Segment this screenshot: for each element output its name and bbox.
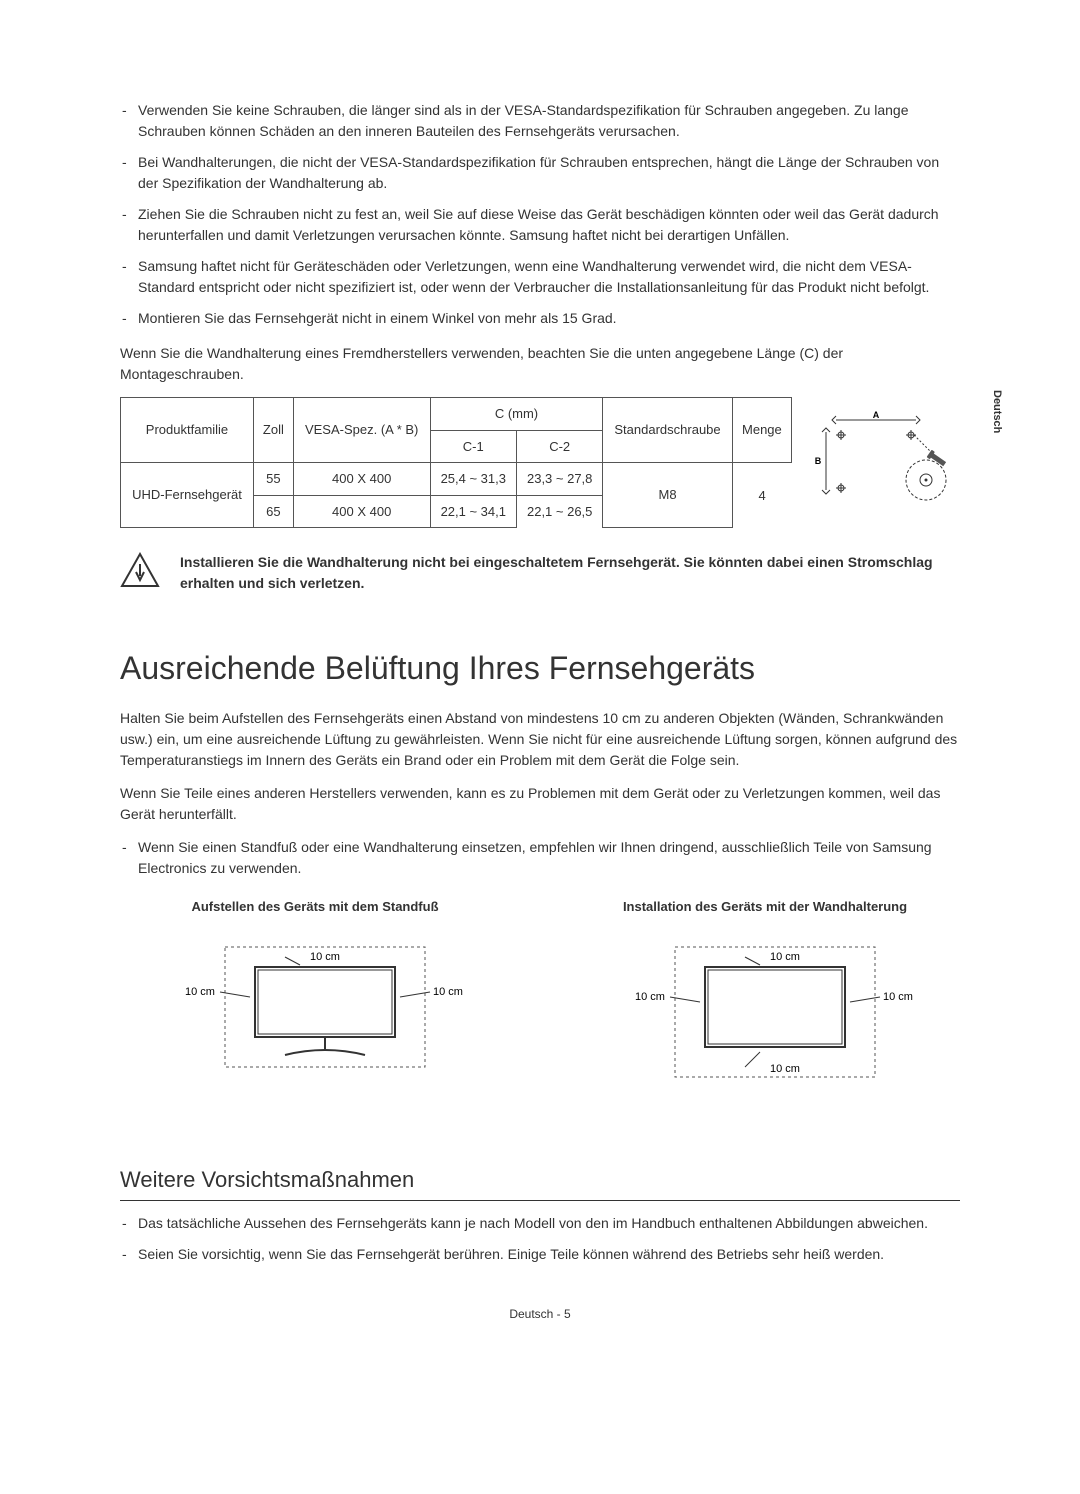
placement-wall: Installation des Geräts mit der Wandhalt…	[570, 897, 960, 1093]
td-screw: M8	[603, 463, 732, 528]
page-footer: Deutsch - 5	[120, 1305, 960, 1323]
svg-text:10 cm: 10 cm	[635, 991, 665, 1003]
placement-diagrams: Aufstellen des Geräts mit dem Standfuß 1…	[120, 897, 960, 1093]
language-side-tab: Deutsch	[989, 390, 1006, 433]
intro-paragraph: Wenn Sie die Wandhalterung eines Fremdhe…	[120, 343, 960, 385]
svg-text:A: A	[873, 410, 880, 420]
list-item: Verwenden Sie keine Schrauben, die länge…	[120, 100, 960, 142]
ventilation-list: Wenn Sie einen Standfuß oder eine Wandha…	[120, 837, 960, 879]
td-c1: 22,1 ~ 34,1	[430, 495, 516, 528]
stand-diagram-icon: 10 cm 10 cm 10 cm	[165, 927, 465, 1077]
td-product: UHD-Fernsehgerät	[121, 463, 254, 528]
svg-text:10 cm: 10 cm	[883, 991, 913, 1003]
th-c: C (mm)	[430, 398, 603, 431]
svg-text:10 cm: 10 cm	[770, 951, 800, 963]
svg-text:10 cm: 10 cm	[770, 1063, 800, 1075]
list-item: Montieren Sie das Fernsehgerät nicht in …	[120, 308, 960, 329]
warning-block: Installieren Sie die Wandhalterung nicht…	[120, 552, 960, 594]
warning-icon	[120, 552, 160, 594]
svg-text:10 cm: 10 cm	[185, 986, 215, 998]
th-c2: C-2	[516, 430, 602, 463]
vesa-diagram-icon: A B	[806, 410, 956, 510]
th-qty: Menge	[732, 398, 792, 463]
placement-stand-title: Aufstellen des Geräts mit dem Standfuß	[120, 897, 510, 917]
ventilation-paragraph-1: Halten Sie beim Aufstellen des Fernsehge…	[120, 708, 960, 771]
warning-text: Installieren Sie die Wandhalterung nicht…	[180, 552, 960, 594]
td-c1: 25,4 ~ 31,3	[430, 463, 516, 496]
section-title-ventilation: Ausreichende Belüftung Ihres Fernsehgerä…	[120, 644, 960, 692]
placement-stand: Aufstellen des Geräts mit dem Standfuß 1…	[120, 897, 510, 1093]
td-size: 65	[253, 495, 293, 528]
list-item: Wenn Sie einen Standfuß oder eine Wandha…	[120, 837, 960, 879]
precautions-list: Das tatsächliche Aussehen des Fernsehger…	[120, 1213, 960, 1265]
td-qty: 4	[732, 463, 792, 528]
th-product: Produktfamilie	[121, 398, 254, 463]
svg-text:B: B	[815, 456, 822, 466]
td-vesa: 400 X 400	[293, 495, 430, 528]
th-vesa: VESA-Spez. (A * B)	[293, 398, 430, 463]
td-c2: 23,3 ~ 27,8	[516, 463, 602, 496]
th-screw: Standardschraube	[603, 398, 732, 463]
wall-diagram-icon: 10 cm 10 cm 10 cm 10 cm	[615, 927, 915, 1087]
svg-text:10 cm: 10 cm	[433, 986, 463, 998]
list-item: Samsung haftet nicht für Geräteschäden o…	[120, 256, 960, 298]
td-vesa: 400 X 400	[293, 463, 430, 496]
vesa-spec-table: Produktfamilie Zoll VESA-Spez. (A * B) C…	[120, 397, 960, 528]
list-item: Ziehen Sie die Schrauben nicht zu fest a…	[120, 204, 960, 246]
svg-text:10 cm: 10 cm	[310, 951, 340, 963]
list-item: Bei Wandhalterungen, die nicht der VESA-…	[120, 152, 960, 194]
list-item: Seien Sie vorsichtig, wenn Sie das Ferns…	[120, 1244, 960, 1265]
top-warning-list: Verwenden Sie keine Schrauben, die länge…	[120, 100, 960, 329]
td-c2: 22,1 ~ 26,5	[516, 495, 602, 528]
list-item: Das tatsächliche Aussehen des Fernsehger…	[120, 1213, 960, 1234]
td-size: 55	[253, 463, 293, 496]
th-size: Zoll	[253, 398, 293, 463]
ventilation-paragraph-2: Wenn Sie Teile eines anderen Herstellers…	[120, 783, 960, 825]
subsection-title-precautions: Weitere Vorsichtsmaßnahmen	[120, 1163, 960, 1201]
vesa-diagram-cell: A B	[792, 398, 960, 528]
th-c1: C-1	[430, 430, 516, 463]
placement-wall-title: Installation des Geräts mit der Wandhalt…	[570, 897, 960, 917]
